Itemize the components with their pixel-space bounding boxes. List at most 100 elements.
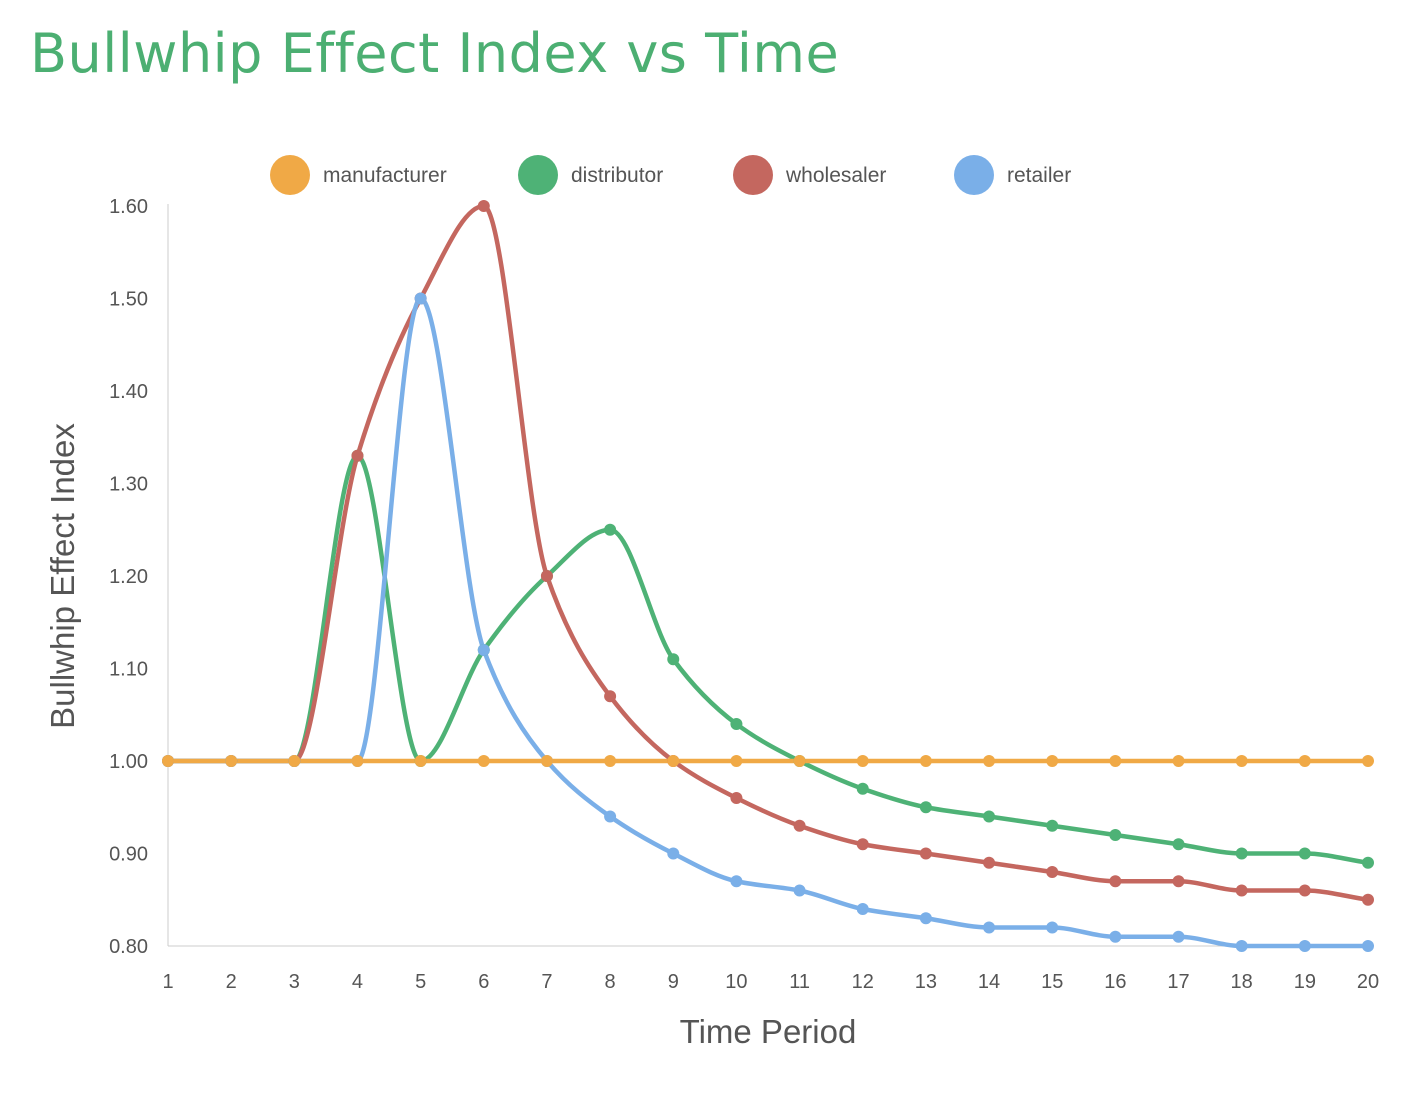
data-point-wholesaler: [604, 690, 617, 703]
data-point-distributor: [919, 801, 932, 814]
y-tick-label: 1.30: [109, 474, 148, 496]
data-point-manufacturer: [604, 755, 617, 767]
legend-swatch-wholesaler: [733, 155, 773, 195]
data-point-retailer: [477, 644, 490, 656]
data-point-manufacturer: [288, 755, 301, 767]
x-tick-label: 14: [978, 971, 1000, 993]
series-line-retailer: [165, 296, 1371, 949]
data-point-distributor: [604, 523, 617, 536]
y-tick-label: 0.80: [109, 936, 148, 958]
data-point-manufacturer: [540, 755, 553, 767]
data-point-wholesaler: [856, 838, 869, 851]
data-point-retailer: [1298, 940, 1311, 952]
x-tick-label: 7: [541, 971, 552, 993]
data-point-wholesaler: [1172, 875, 1185, 888]
x-tick-label: 15: [1041, 971, 1063, 993]
data-point-manufacturer: [162, 755, 174, 767]
data-point-manufacturer: [1235, 755, 1248, 767]
data-point-distributor: [1046, 819, 1059, 832]
x-tick-label: 1: [162, 971, 173, 993]
y-tick-label: 1.60: [109, 196, 148, 218]
data-point-wholesaler: [1362, 893, 1374, 906]
legend-label-retailer: retailer: [1007, 164, 1071, 187]
data-point-wholesaler: [730, 792, 743, 804]
legend: manufacturer distributor wholesaler retaile…: [270, 155, 1071, 195]
data-point-retailer: [1046, 921, 1059, 934]
data-point-manufacturer: [730, 755, 743, 767]
y-tick-label: 1.40: [109, 381, 148, 403]
legend-swatch-distributor: [518, 155, 558, 195]
data-point-manufacturer: [1172, 755, 1185, 767]
data-point-retailer: [983, 921, 996, 934]
data-point-distributor: [1298, 847, 1311, 860]
x-tick-label: 18: [1231, 971, 1253, 993]
data-point-retailer: [1362, 940, 1374, 952]
data-point-distributor: [730, 718, 743, 730]
data-point-wholesaler: [477, 200, 490, 212]
data-point-distributor: [1362, 856, 1374, 869]
data-point-retailer: [793, 884, 806, 897]
data-point-distributor: [1109, 829, 1122, 841]
data-point-retailer: [414, 292, 427, 305]
data-point-manufacturer: [225, 755, 238, 767]
x-tick-label: 2: [226, 971, 237, 993]
data-point-wholesaler: [793, 819, 806, 832]
x-axis-title: Time Period: [680, 1013, 857, 1050]
data-point-distributor: [1235, 847, 1248, 860]
series-line-distributor: [165, 453, 1371, 865]
x-tick-label: 17: [1167, 971, 1189, 993]
legend-swatch-manufacturer: [270, 155, 310, 195]
data-point-wholesaler: [351, 449, 364, 462]
legend-label-manufacturer: manufacturer: [323, 164, 447, 187]
axes: 0.800.901.001.101.201.301.401.501.601 2 3 4…: [109, 196, 1379, 993]
data-point-manufacturer: [477, 755, 490, 767]
data-point-manufacturer: [1046, 755, 1059, 767]
x-tick-label: 4: [352, 971, 363, 993]
data-point-retailer: [919, 912, 932, 925]
data-point-manufacturer: [1298, 755, 1311, 767]
data-point-manufacturer: [1362, 755, 1374, 767]
data-point-manufacturer: [667, 755, 680, 767]
legend-label-wholesaler: wholesaler: [785, 164, 886, 187]
data-point-wholesaler: [919, 847, 932, 860]
data-point-manufacturer: [414, 755, 427, 767]
data-point-manufacturer: [351, 755, 364, 767]
data-point-manufacturer: [983, 755, 996, 767]
data-point-retailer: [667, 847, 680, 860]
data-point-wholesaler: [1298, 884, 1311, 897]
x-tick-label: 8: [605, 971, 616, 993]
data-point-manufacturer: [1109, 755, 1122, 767]
data-point-manufacturer: [919, 755, 932, 767]
data-point-distributor: [983, 810, 996, 823]
x-tick-label: 19: [1294, 971, 1316, 993]
legend-swatch-retailer: [954, 155, 994, 195]
data-point-retailer: [856, 903, 869, 915]
x-tick-label: 9: [668, 971, 679, 993]
x-tick-label: 16: [1104, 971, 1126, 993]
data-point-wholesaler: [1046, 866, 1059, 878]
y-tick-label: 1.00: [109, 751, 148, 773]
data-point-distributor: [667, 653, 680, 666]
data-point-retailer: [604, 810, 617, 823]
x-tick-label: 20: [1357, 971, 1379, 993]
data-point-wholesaler: [983, 856, 996, 869]
legend-label-distributor: distributor: [571, 164, 663, 187]
x-tick-label: 12: [852, 971, 874, 993]
x-tick-label: 13: [915, 971, 937, 993]
y-tick-label: 1.20: [109, 566, 148, 588]
data-point-retailer: [1109, 930, 1122, 943]
data-point-wholesaler: [540, 570, 553, 582]
data-point-manufacturer: [856, 755, 869, 767]
y-tick-label: 0.90: [109, 844, 148, 866]
data-point-retailer: [730, 875, 743, 888]
data-point-retailer: [1172, 930, 1185, 943]
x-tick-label: 6: [478, 971, 489, 993]
series-lines: [165, 203, 1371, 949]
x-tick-label: 3: [289, 971, 300, 993]
y-tick-label: 1.10: [109, 659, 148, 681]
data-point-distributor: [1172, 838, 1185, 851]
y-tick-label: 1.50: [109, 289, 148, 311]
data-point-wholesaler: [1235, 884, 1248, 897]
data-point-manufacturer: [793, 755, 806, 767]
data-point-wholesaler: [1109, 875, 1122, 888]
